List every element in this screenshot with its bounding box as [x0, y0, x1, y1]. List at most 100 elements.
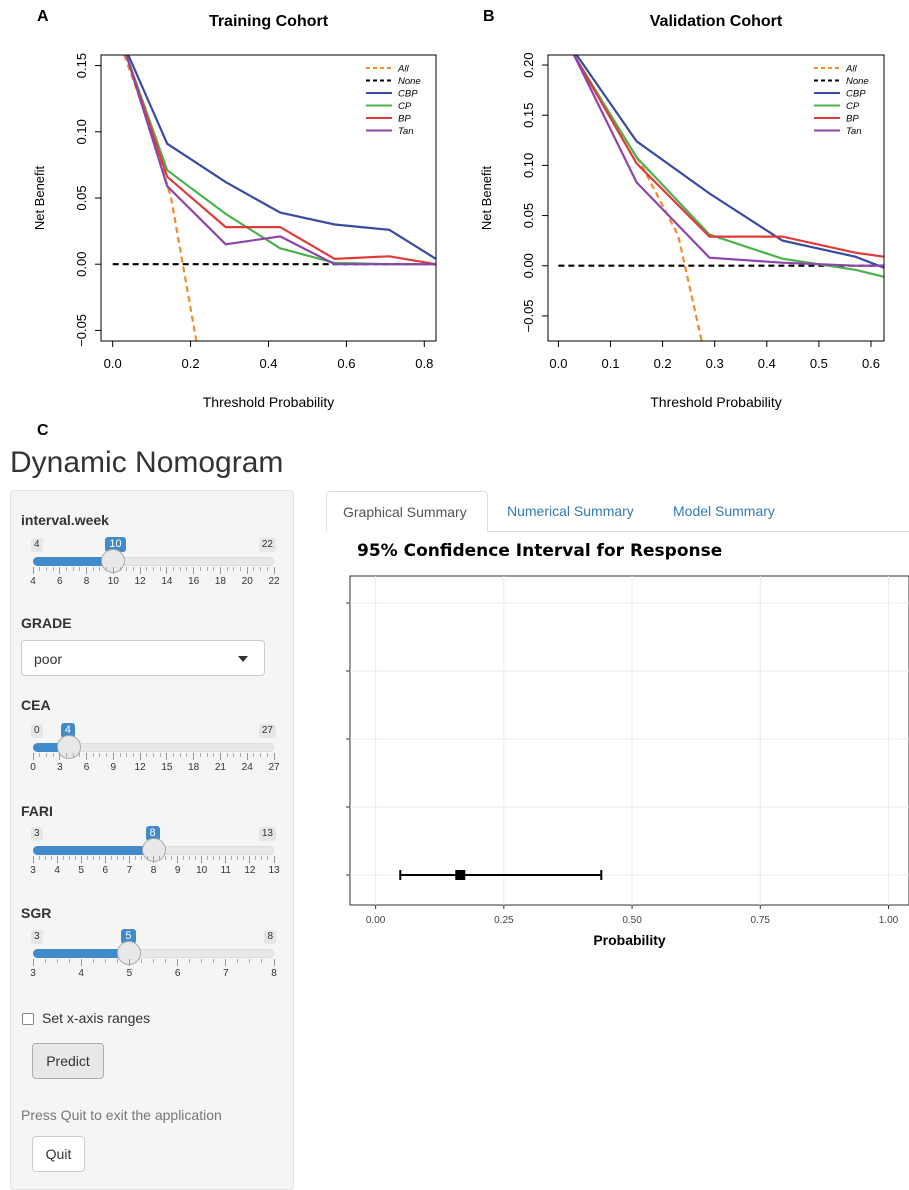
slider-fill [33, 557, 114, 566]
slider-tick-major [225, 959, 227, 966]
slider-tick-minor [126, 753, 128, 757]
slider-tick-minor [173, 753, 175, 757]
slider-fill [33, 743, 69, 752]
slider-tick-label: 5 [126, 968, 133, 979]
slider-value-badge: 4 [60, 723, 75, 738]
x-tick-label: 0.2 [182, 356, 200, 371]
app-title: Dynamic Nomogram [10, 446, 284, 479]
slider-tick-minor [146, 567, 148, 571]
y-tick-label: 0.05 [521, 203, 536, 228]
slider-tick-label: 21 [214, 762, 226, 773]
slider-tick-minor [213, 753, 215, 757]
y-tick-label: 0.00 [521, 253, 536, 278]
slider-tick-label: 9 [110, 762, 117, 773]
panel-letter-b: B [483, 8, 495, 25]
tab-model-summary[interactable]: Model Summary [673, 503, 775, 519]
slider-tick-major [249, 856, 251, 863]
x-tick-label: 0.4 [758, 356, 776, 371]
slider-handle[interactable] [56, 735, 81, 759]
slider-tick-minor [45, 567, 47, 571]
legend-label-all: All [845, 64, 857, 75]
slider-tick-major [56, 856, 58, 863]
slider-tick-major [80, 856, 82, 863]
x-axis-label: Threshold Probability [203, 394, 335, 410]
slider-max-label: 22 [258, 538, 276, 552]
tab-numerical-summary[interactable]: Numerical Summary [507, 503, 634, 519]
slider-tick-minor [233, 567, 235, 571]
slider-tick-label: 14 [161, 576, 173, 587]
slider-tick-minor [266, 567, 268, 571]
slider-tick-label: 13 [268, 865, 280, 876]
slider-tick-minor [122, 856, 124, 860]
slider-tick-minor [132, 753, 134, 757]
slider-tick-major [139, 753, 141, 760]
slider-tick-minor [79, 567, 81, 571]
slider-tick-minor [72, 567, 74, 571]
legend-label-cp: CP [398, 101, 412, 112]
tab-graphical-summary[interactable]: Graphical Summary [326, 491, 488, 532]
slider-tick-major [273, 753, 275, 760]
slider-tick-label: 6 [56, 576, 63, 587]
slider-fill [33, 949, 130, 958]
slider-tick-major [112, 567, 114, 574]
grade-select[interactable]: poor [21, 640, 265, 676]
slider-tick-minor [255, 856, 257, 860]
ci-point-estimate [455, 870, 466, 880]
slider-tick-minor [44, 856, 46, 860]
legend-label-cp: CP [846, 101, 860, 112]
series-line-tan [125, 55, 436, 266]
slider-tick-minor [186, 567, 188, 571]
x-axis-range-checkbox[interactable] [22, 1013, 34, 1025]
legend-label-bp: BP [846, 114, 859, 125]
tabs-divider [326, 531, 909, 532]
slider-tick-minor [146, 753, 148, 757]
legend-label-tan: Tan [846, 126, 862, 137]
slider-tick-major [128, 959, 130, 966]
grade-label: GRADE [21, 615, 72, 631]
slider-min-label: 3 [31, 930, 43, 944]
slider-tick-minor [106, 753, 108, 757]
legend-label-cbp: CBP [398, 89, 418, 100]
slider-tick-major [166, 753, 168, 760]
x-tick-label: 1.00 [879, 915, 899, 926]
slider-tick-minor [50, 856, 52, 860]
x-tick-label: 0.6 [862, 356, 880, 371]
panel-letter-a: A [37, 8, 49, 25]
y-tick-label: 0.10 [521, 153, 536, 178]
slider-tick-minor [179, 567, 181, 571]
slider-tick-minor [189, 856, 191, 860]
slider-tick-minor [261, 856, 263, 860]
series-line-cbp [575, 55, 884, 269]
slider-tick-label: 10 [196, 865, 208, 876]
x-tick-label: 0.0 [549, 356, 567, 371]
slider-tick-minor [74, 856, 76, 860]
slider-tick-minor [92, 959, 94, 963]
slider-tick-major [246, 753, 248, 760]
slider-tick-label: 0 [30, 762, 36, 773]
x-tick-label: 0.2 [654, 356, 672, 371]
predict-button[interactable]: Predict [32, 1043, 104, 1079]
y-tick-label: −0.05 [74, 314, 89, 347]
slider-tick-minor [226, 567, 228, 571]
slider-tick-minor [52, 753, 54, 757]
slider-tick-major [177, 959, 179, 966]
slider-tick-label: 6 [83, 762, 90, 773]
plot-frame [100, 54, 437, 342]
slider-tick-minor [68, 856, 70, 860]
slider-tick-label: 8 [83, 576, 90, 587]
slider-tick-minor [86, 856, 88, 860]
slider-tick-label: 10 [107, 576, 119, 587]
quit-button[interactable]: Quit [32, 1136, 85, 1172]
legend-label-tan: Tan [398, 126, 414, 137]
x-tick-label: 0.1 [601, 356, 619, 371]
slider-tick-minor [206, 753, 208, 757]
slider-tick-minor [39, 753, 41, 757]
slider-tick-label: 18 [214, 576, 226, 587]
slider-tick-minor [240, 753, 242, 757]
validation-cohort-chart: Validation Cohort 0.0 0.1 0.2 0.3 0.4 0.5 0.6 −0… [479, 13, 885, 410]
slider-tick-major [177, 856, 179, 863]
slider-tick-minor [126, 567, 128, 571]
slider-tick-minor [98, 856, 100, 860]
slider-tick-label: 9 [174, 865, 181, 876]
x-axis-range-label[interactable]: Set x-axis ranges [42, 1010, 151, 1026]
